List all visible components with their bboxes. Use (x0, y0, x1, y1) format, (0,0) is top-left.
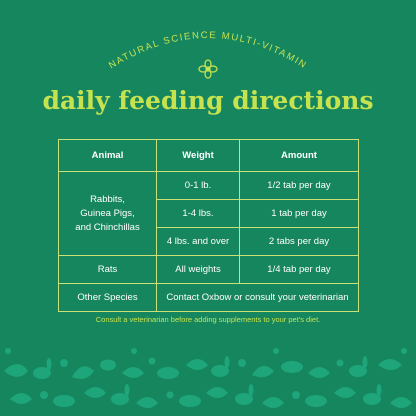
bunny-ear-icon (124, 384, 130, 396)
berry-icon (292, 391, 300, 399)
leaf-icon (206, 387, 228, 398)
amount-cell: 1/4 tab per day (239, 255, 359, 284)
header-animal: Animal (58, 139, 157, 172)
table-row: 4 lbs. and over 2 tabs per day (59, 227, 359, 256)
leaf-icon (186, 359, 208, 370)
flower-icon (198, 59, 218, 79)
footer-note: Consult a veterinarian before adding sup… (95, 315, 321, 324)
animal-line: Rabbits, (90, 193, 125, 205)
amount-cell: 1/2 tab per day (239, 171, 359, 200)
leaf-icon (136, 397, 158, 408)
bunny-icon (363, 393, 381, 405)
arc-heading: NATURAL SCIENCE MULTI-VITAMIN (107, 30, 307, 71)
leaf-icon (334, 387, 356, 398)
berry-icon (401, 348, 407, 354)
table-header-row: Animal Weight Amount (58, 139, 359, 172)
bunny-icon (211, 365, 229, 377)
weight-cell: All weights (156, 255, 240, 284)
berry-icon (148, 357, 156, 365)
table-row: Rats All weights 1/4 tab per day (58, 255, 359, 284)
leaf-icon (122, 367, 144, 378)
guinea-pig-icon (53, 395, 75, 407)
guinea-pig-icon (179, 395, 201, 407)
leaf-icon (378, 359, 402, 370)
animal-cell: Rats (58, 255, 157, 284)
bunny-ear-icon (46, 358, 52, 370)
bunny-icon (349, 365, 367, 377)
header-weight: Weight (156, 139, 240, 172)
berry-icon (40, 391, 48, 399)
bunny-ear-icon (376, 384, 382, 396)
berry-icon (60, 359, 68, 367)
animal-cell-group: Rabbits, Guinea Pigs, and Chinchillas (58, 171, 157, 256)
contact-note-cell: Contact Oxbow or consult your veterinari… (156, 283, 359, 312)
amount-cell: 1 tab per day (239, 199, 359, 228)
berry-icon (273, 348, 279, 354)
animal-line: Guinea Pigs, (80, 207, 135, 219)
animal-cell: Other Species (58, 283, 157, 312)
leaf-icon (10, 393, 32, 404)
bunny-ear-icon (362, 356, 368, 368)
leaf-icon (308, 367, 330, 378)
leaf-icon (390, 397, 412, 408)
animal-line: and Chinchillas (75, 221, 140, 233)
bunny-ear-icon (224, 356, 230, 368)
leaf-icon (252, 365, 274, 378)
leaf-icon (262, 397, 284, 408)
berry-icon (238, 359, 246, 367)
bunny-icon (33, 367, 51, 379)
bunny-ear-icon (248, 384, 254, 396)
bunny-icon (100, 359, 116, 371)
leaf-icon (4, 364, 28, 377)
leaf-icon (84, 387, 106, 398)
header-amount: Amount (239, 139, 359, 172)
decorative-pattern (4, 348, 412, 408)
amount-cell: 2 tabs per day (239, 227, 359, 256)
table-row: Other Species Contact Oxbow or consult y… (58, 283, 359, 312)
berry-icon (131, 348, 137, 354)
berry-icon (336, 359, 344, 367)
feeding-table: Animal Weight Amount Rabbits, Guinea Pig… (58, 139, 359, 312)
bunny-icon (111, 393, 129, 405)
guinea-pig-icon (281, 361, 303, 373)
berry-icon (5, 348, 11, 354)
guinea-pig-icon (157, 367, 179, 379)
berry-icon (166, 391, 174, 399)
bunny-icon (235, 393, 253, 405)
leaf-icon (72, 366, 94, 379)
weight-cell: 1-4 lbs. (156, 199, 240, 228)
weight-cell: 4 lbs. and over (156, 227, 240, 256)
weight-cell: 0-1 lb. (156, 171, 240, 200)
guinea-pig-icon (305, 395, 327, 407)
table-row: Rabbits, Guinea Pigs, and Chinchillas 0-… (58, 171, 359, 256)
page-title: daily feeding directions (42, 86, 374, 115)
